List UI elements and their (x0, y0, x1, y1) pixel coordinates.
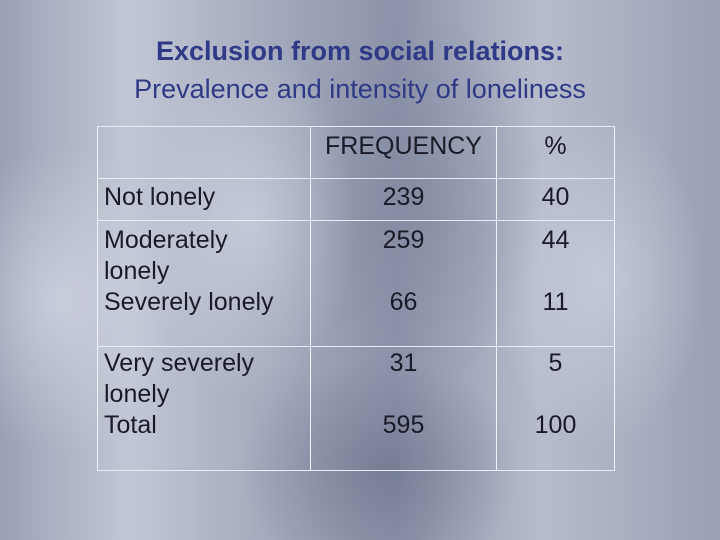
percent-value: 5 (548, 349, 563, 377)
frequency-value: 31 (389, 349, 418, 377)
spacer (497, 379, 614, 410)
row-label-line: Severely lonely (104, 288, 274, 316)
row-label: Moderately lonely Severely lonely (97, 220, 311, 347)
percent-value: 44 (541, 226, 570, 254)
frequency-value: 259 (382, 226, 425, 254)
frequency-value: 66 (389, 288, 418, 316)
header-percent: % (496, 126, 615, 179)
row-label-line: Very severely (104, 349, 255, 377)
slide-subtitle: Prevalence and intensity of loneliness (134, 74, 586, 104)
row-label: Not lonely (97, 178, 311, 221)
percent-value: 100 (534, 411, 577, 439)
loneliness-table: FREQUENCY % Not lonely 239 40 Moderately… (97, 126, 615, 471)
percent-cell: 5 100 (496, 346, 615, 471)
row-label-line: lonely (104, 257, 170, 285)
table-header-row: FREQUENCY % (97, 126, 615, 179)
percent-cell: 44 11 (496, 220, 615, 347)
frequency-cell: 31 595 (310, 346, 497, 471)
row-label-line: Moderately (104, 226, 228, 254)
spacer (311, 379, 496, 410)
frequency-cell: 239 (310, 178, 497, 221)
percent-value: 11 (542, 288, 569, 316)
frequency-value: 595 (382, 411, 425, 439)
slide-title: Exclusion from social relations: (155, 36, 565, 66)
table-row-group: Very severely lonely Total 31 595 5 100 (97, 346, 615, 471)
spacer (311, 256, 496, 287)
row-label-line: lonely (104, 380, 170, 408)
table-row-group: Moderately lonely Severely lonely 259 66… (97, 220, 615, 347)
row-label-line: Total (104, 411, 157, 439)
header-frequency: FREQUENCY (310, 126, 497, 179)
spacer (497, 256, 614, 287)
row-label-line: Not lonely (104, 183, 216, 211)
table-row: Not lonely 239 40 (97, 178, 615, 221)
row-label: Very severely lonely Total (97, 346, 311, 471)
header-label-cell (97, 126, 311, 179)
percent-cell: 40 (496, 178, 615, 221)
frequency-cell: 259 66 (310, 220, 497, 347)
